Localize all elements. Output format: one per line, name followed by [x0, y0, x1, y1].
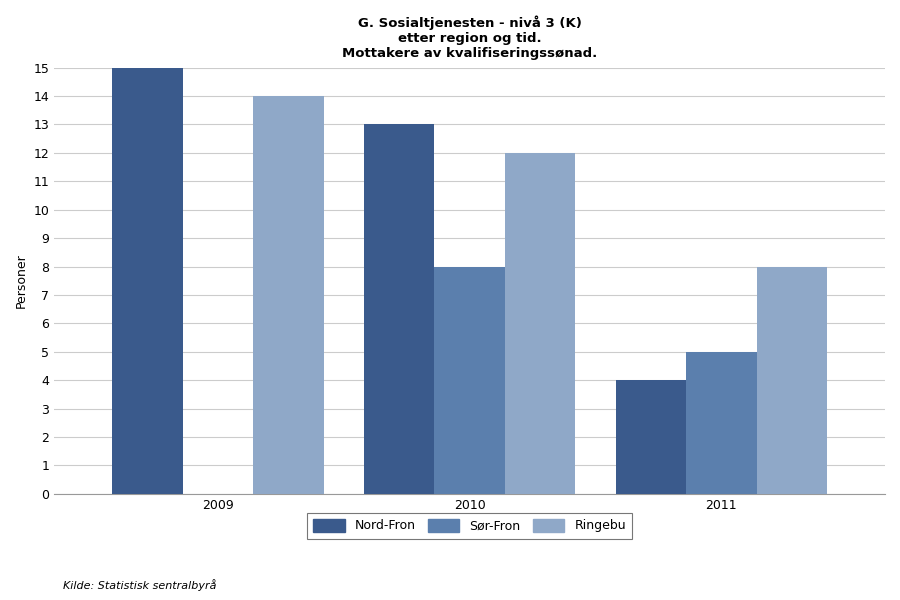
Bar [364, 124, 435, 494]
Bar [253, 96, 324, 494]
Y-axis label: Personer: Personer [15, 253, 28, 308]
Bar [505, 153, 575, 494]
Legend: Nord-Fron, Sør-Fron, Ringebu: Nord-Fron, Sør-Fron, Ringebu [307, 512, 632, 539]
Title: G. Sosialtjenesten - nivå 3 (K)
etter region og tid.
Mottakere av kvalifiserings: G. Sosialtjenesten - nivå 3 (K) etter re… [342, 15, 598, 59]
Bar [757, 266, 827, 494]
Text: Kilde: Statistisk sentralbyrå: Kilde: Statistisk sentralbyrå [63, 579, 217, 591]
Bar [435, 266, 505, 494]
Bar [686, 352, 757, 494]
Bar [112, 68, 183, 494]
Bar [616, 380, 686, 494]
